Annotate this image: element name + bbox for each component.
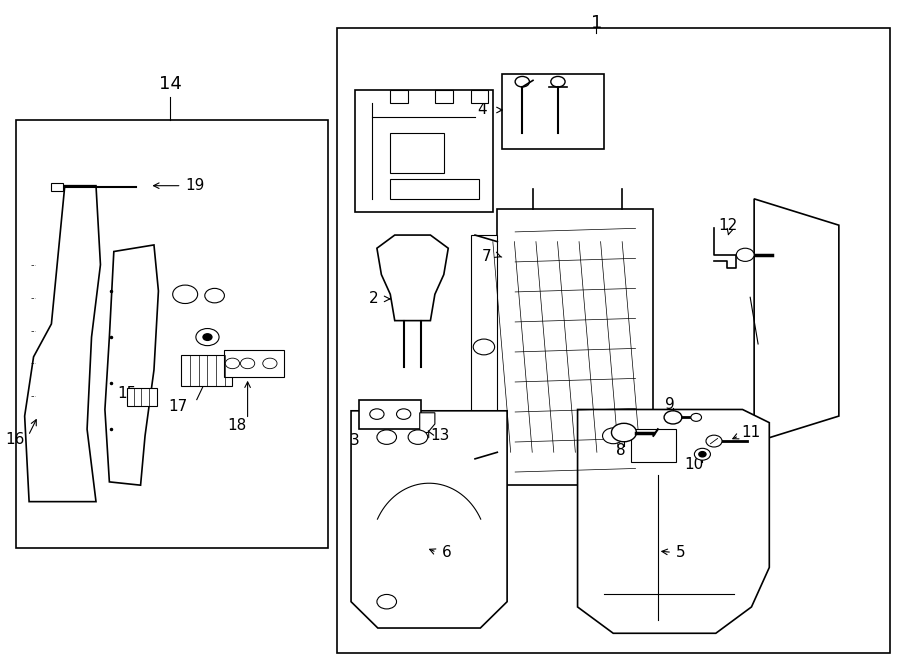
Polygon shape	[24, 186, 101, 502]
Bar	[127, 388, 157, 407]
Circle shape	[698, 451, 706, 457]
Bar	[391, 91, 408, 103]
Circle shape	[196, 329, 219, 346]
Text: 8: 8	[616, 444, 625, 459]
Circle shape	[706, 435, 722, 447]
Bar	[471, 235, 498, 459]
Text: 3: 3	[350, 433, 359, 448]
Text: 17: 17	[168, 399, 188, 414]
Text: 13: 13	[430, 428, 450, 444]
Text: 15: 15	[118, 385, 137, 401]
Text: 9: 9	[665, 397, 675, 412]
Text: 19: 19	[185, 178, 204, 193]
Circle shape	[408, 430, 427, 444]
Circle shape	[377, 594, 397, 609]
Circle shape	[377, 430, 397, 444]
Bar	[631, 429, 676, 462]
Bar	[498, 209, 653, 485]
Circle shape	[203, 334, 212, 340]
Circle shape	[205, 288, 224, 303]
Bar	[355, 91, 493, 212]
Bar	[391, 133, 444, 173]
Circle shape	[397, 408, 410, 419]
Bar	[391, 179, 480, 199]
Text: 7: 7	[482, 249, 491, 264]
Circle shape	[736, 249, 754, 261]
Text: 4: 4	[477, 102, 486, 118]
Text: 2: 2	[369, 292, 379, 307]
Polygon shape	[105, 245, 158, 485]
Polygon shape	[578, 409, 770, 633]
Circle shape	[173, 285, 198, 303]
Circle shape	[240, 358, 255, 369]
Bar	[51, 183, 63, 191]
Text: 11: 11	[742, 425, 760, 440]
Text: 6: 6	[442, 545, 452, 560]
Circle shape	[263, 358, 277, 369]
Circle shape	[664, 410, 682, 424]
Bar	[502, 74, 604, 149]
Text: 10: 10	[685, 457, 704, 472]
Circle shape	[225, 358, 239, 369]
Bar	[181, 355, 232, 387]
Circle shape	[691, 413, 701, 421]
Text: 14: 14	[158, 75, 182, 93]
Text: 1: 1	[590, 14, 602, 32]
Text: 16: 16	[5, 432, 24, 447]
Text: 5: 5	[676, 545, 685, 560]
Circle shape	[695, 448, 710, 460]
Text: 12: 12	[718, 217, 738, 233]
Bar	[223, 350, 284, 377]
Text: 18: 18	[228, 418, 247, 434]
Bar	[435, 91, 453, 103]
Circle shape	[602, 428, 624, 444]
Bar	[337, 28, 890, 653]
Polygon shape	[351, 410, 507, 628]
Polygon shape	[377, 235, 448, 321]
Polygon shape	[419, 412, 435, 432]
Circle shape	[611, 423, 636, 442]
Circle shape	[370, 408, 384, 419]
Polygon shape	[754, 199, 839, 442]
Bar	[471, 91, 489, 103]
Circle shape	[473, 339, 495, 355]
Bar	[359, 400, 421, 429]
Bar	[15, 120, 328, 548]
